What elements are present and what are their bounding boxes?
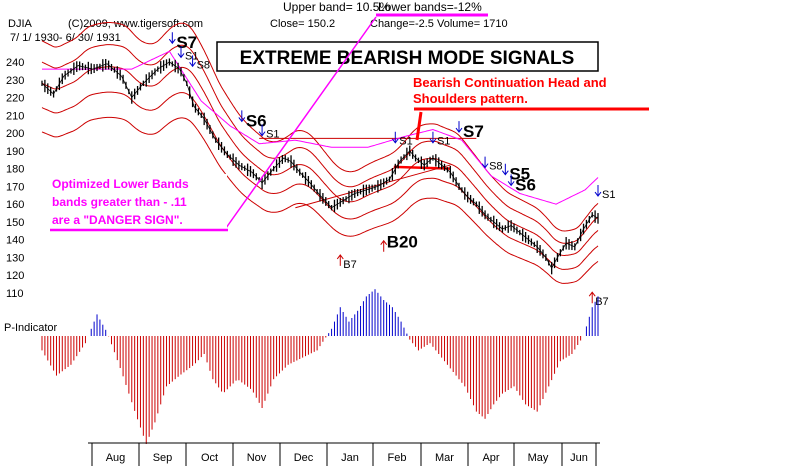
trend-line xyxy=(295,164,451,209)
y-tick-label: 160 xyxy=(6,199,24,211)
y-tick-label: 200 xyxy=(6,128,24,140)
month-label: Feb xyxy=(388,452,407,464)
y-tick-label: 240 xyxy=(6,57,24,69)
lower-band-label: Lower bands=-12% xyxy=(378,0,482,14)
price-series xyxy=(41,58,599,275)
month-label: Dec xyxy=(294,452,314,464)
upper-band xyxy=(41,22,599,232)
buy-arrow-icon xyxy=(588,291,596,304)
volume-label: Volume= 1710 xyxy=(437,18,508,30)
signal-label: S5 xyxy=(509,165,530,184)
change-label: Change=-2.5 xyxy=(370,18,434,30)
signal-label: S1 xyxy=(437,136,450,148)
bands xyxy=(41,22,599,284)
signal-label: S8 xyxy=(489,161,502,173)
sell-arrow-icon xyxy=(481,156,489,169)
signal-label: S1 xyxy=(185,50,198,62)
month-label: Aug xyxy=(106,452,126,464)
y-tick-label: 130 xyxy=(6,252,24,264)
signal-label: S7 xyxy=(176,33,197,52)
y-tick-label: 190 xyxy=(6,146,24,158)
close-label: Close= 150.2 xyxy=(270,18,335,30)
sell-arrow-icon xyxy=(455,121,463,133)
optimized-note-bg xyxy=(49,174,227,229)
signal-label: S6 xyxy=(246,111,267,130)
month-label: Apr xyxy=(482,452,499,464)
signal-label: B7 xyxy=(343,259,356,271)
optimized-note-3: are a "DANGER SIGN". xyxy=(52,213,183,227)
upper-mid-band xyxy=(41,44,599,244)
sell-arrow-icon xyxy=(429,131,437,144)
y-tick-label: 120 xyxy=(6,270,24,282)
signal-label: B7 xyxy=(595,296,608,308)
buy-arrow-icon xyxy=(380,239,388,252)
signal-label: S1 xyxy=(399,136,412,148)
shoulder-line xyxy=(393,165,451,170)
y-tick-label: 180 xyxy=(6,164,24,176)
signal-label: S1 xyxy=(602,189,615,201)
head-shoulders-text-2: Shoulders pattern. xyxy=(413,91,528,106)
signal-label: B20 xyxy=(387,233,418,252)
head-shoulders-text-1: Bearish Continuation Head and xyxy=(413,75,607,90)
month-label: May xyxy=(528,452,549,464)
sell-arrow-icon xyxy=(507,174,515,187)
y-tick-label: 210 xyxy=(6,110,24,122)
month-label: Sep xyxy=(153,452,173,464)
signal-label: S7 xyxy=(463,122,484,141)
symbol-label: DJIA xyxy=(8,18,33,30)
lower-band xyxy=(41,116,599,284)
y-tick-label: 220 xyxy=(6,93,24,105)
buy-arrow-icon xyxy=(336,254,344,266)
y-tick-label: 150 xyxy=(6,217,24,229)
y-tick-label: 110 xyxy=(6,288,24,300)
sell-arrow-icon xyxy=(594,185,602,197)
magenta-pointer-line xyxy=(225,16,377,229)
month-axis: Aug Sep Oct Nov Dec Jan Feb Mar Apr May Jun xyxy=(88,442,600,466)
sell-arrow-icon xyxy=(238,110,246,123)
copyright-label: (C)2009, www.tigersoft.com xyxy=(68,18,203,30)
optimized-note-1: Optimized Lower Bands xyxy=(52,177,189,191)
y-tick-label: 170 xyxy=(6,181,24,193)
outer-band xyxy=(42,50,599,205)
signal-label: S6 xyxy=(515,175,536,194)
optimized-note-2: bands greater than - .11 xyxy=(52,195,187,209)
price-line xyxy=(41,61,599,269)
signal-label: S8 xyxy=(197,59,210,71)
month-label: Jan xyxy=(341,452,359,464)
y-axis: 240 230 220 210 200 190 180 170 160 150 140 130 120 1… xyxy=(6,57,24,300)
p-indicator xyxy=(41,289,599,444)
date-range-label: 7/ 1/ 1930- 6/ 30/ 1931 xyxy=(10,32,121,44)
y-tick-label: 230 xyxy=(6,75,24,87)
title-text: EXTREME BEARISH MODE SIGNALS xyxy=(240,48,575,69)
neckline xyxy=(259,137,477,209)
month-label: Jun xyxy=(570,452,588,464)
sell-arrow-icon xyxy=(258,124,266,137)
sell-arrow-icon xyxy=(168,32,176,45)
title-box xyxy=(216,41,599,72)
y-tick-label: 140 xyxy=(6,235,24,247)
sell-arrow-icon xyxy=(189,55,196,68)
upper-band-label: Upper band= 10.5% xyxy=(283,0,390,14)
month-label: Oct xyxy=(201,452,218,464)
moving-average xyxy=(41,66,599,257)
sell-arrow-icon xyxy=(501,163,509,176)
signal-label: S1 xyxy=(266,129,279,141)
month-label: Mar xyxy=(435,452,454,464)
indicator-label: P-Indicator xyxy=(4,322,58,334)
sell-arrow-icon xyxy=(391,131,399,144)
head-shoulders-pointer xyxy=(415,111,423,141)
sell-arrow-icon xyxy=(177,46,185,59)
month-label: Nov xyxy=(247,452,267,464)
